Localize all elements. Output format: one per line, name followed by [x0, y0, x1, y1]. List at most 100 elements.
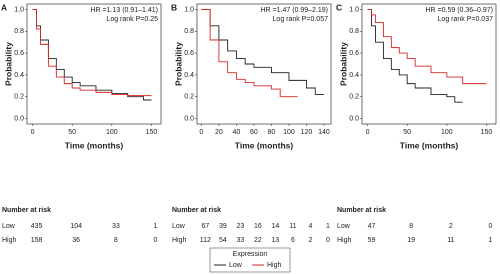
risk-count: 435 [31, 223, 43, 230]
legend-title: Expression [233, 251, 268, 258]
y-tick-label: 0.0 [184, 115, 194, 122]
risk-count: 54 [219, 237, 227, 244]
x-tick-label: 0 [366, 129, 370, 136]
y-tick-label: 0.4 [184, 72, 194, 79]
x-tick-label: 100 [283, 129, 295, 136]
risk-count: 22 [254, 237, 262, 244]
x-tick-label: 120 [301, 129, 313, 136]
risk-count: 8 [114, 237, 118, 244]
x-tick-label: 100 [441, 129, 453, 136]
annotation: HR =1.13 (0.91–1.41) [90, 7, 158, 14]
risk-count: 16 [254, 223, 262, 230]
survival-curve [367, 9, 487, 85]
x-tick-label: 80 [268, 129, 276, 136]
y-tick-label: 0.2 [349, 94, 359, 101]
x-axis-label: Time (months) [65, 140, 124, 150]
risk-count: 67 [201, 223, 209, 230]
panel-label: C [336, 2, 342, 12]
x-tick-label: 50 [403, 129, 411, 136]
risk-table-title: Number at risk [2, 207, 51, 214]
x-tick-label: 100 [106, 129, 118, 136]
x-tick-label: 140 [318, 129, 330, 136]
risk-count: 104 [70, 223, 82, 230]
x-axis-label: Time (months) [400, 140, 459, 150]
risk-count: 0 [154, 237, 158, 244]
risk-count: 4 [309, 223, 313, 230]
y-tick-label: 0.0 [349, 115, 359, 122]
risk-count: 11 [447, 237, 454, 244]
y-tick-label: 0.0 [14, 115, 24, 122]
y-tick-label: 0.4 [349, 72, 359, 79]
y-tick-label: 0.6 [14, 50, 24, 57]
risk-count: 39 [219, 223, 227, 230]
y-tick-label: 0.6 [184, 50, 194, 57]
risk-count: 0 [489, 223, 493, 230]
risk-count: 1 [154, 223, 158, 230]
y-tick-label: 0.4 [14, 72, 24, 79]
risk-row-name: Low [172, 223, 186, 230]
y-axis-label: Probability [3, 42, 13, 86]
risk-row-name: High [172, 237, 187, 244]
risk-row-name: High [2, 237, 17, 244]
risk-count: 23 [237, 223, 245, 230]
survival-curve [367, 9, 463, 103]
risk-row-name: Low [337, 223, 351, 230]
risk-count: 6 [291, 237, 295, 244]
risk-count: 1 [489, 237, 493, 244]
risk-count: 2 [309, 237, 313, 244]
risk-count: 33 [237, 237, 245, 244]
risk-count: 19 [407, 237, 415, 244]
plot-frame [361, 3, 497, 125]
risk-count: 8 [409, 223, 413, 230]
y-axis-label: Probability [173, 42, 183, 86]
legend-box [209, 247, 291, 273]
x-tick-label: 0 [31, 129, 35, 136]
risk-count: 13 [272, 237, 280, 244]
y-tick-label: 0.8 [349, 28, 359, 35]
y-tick-label: 0.2 [14, 94, 24, 101]
risk-count: 112 [200, 237, 211, 244]
survival-curve [201, 9, 298, 98]
survival-curve [201, 9, 324, 95]
risk-count: 2 [449, 223, 453, 230]
panel-label: A [1, 2, 7, 12]
risk-count: 59 [368, 237, 376, 244]
risk-count: 0 [326, 237, 330, 244]
risk-row-name: High [337, 237, 352, 244]
x-tick-label: 50 [68, 129, 76, 136]
annotation: Log rank P=0.057 [273, 16, 329, 23]
risk-count: 36 [72, 237, 80, 244]
legend-label: Low [229, 262, 243, 269]
y-axis-label: Probability [338, 42, 348, 86]
y-tick-label: 1.0 [184, 6, 194, 13]
risk-table-title: Number at risk [172, 207, 221, 214]
x-tick-label: 0 [199, 129, 203, 136]
x-tick-label: 150 [146, 129, 158, 136]
y-tick-label: 0.2 [184, 94, 194, 101]
annotation: HR =0.59 (0.36–0.97) [425, 7, 493, 14]
x-axis-label: Time (months) [235, 140, 294, 150]
annotation: Log rank P=0.25 [106, 16, 158, 23]
survival-curve [32, 9, 152, 101]
y-tick-label: 1.0 [14, 6, 24, 13]
risk-count: 11 [289, 223, 296, 230]
legend-label: High [267, 262, 282, 269]
legend: Expression Low High [209, 247, 291, 273]
risk-count: 33 [112, 223, 120, 230]
risk-count: 14 [272, 223, 280, 230]
plot-frame [26, 3, 162, 125]
risk-row-name: Low [2, 223, 16, 230]
y-tick-label: 0.6 [349, 50, 359, 57]
survival-curve [32, 9, 152, 97]
x-tick-label: 40 [233, 129, 241, 136]
x-tick-label: 60 [250, 129, 258, 136]
x-tick-label: 20 [215, 129, 223, 136]
y-tick-label: 0.8 [14, 28, 24, 35]
x-tick-label: 150 [481, 129, 493, 136]
risk-count: 47 [368, 223, 376, 230]
risk-count: 158 [31, 237, 43, 244]
plot-frame [196, 3, 332, 125]
y-tick-label: 0.8 [184, 28, 194, 35]
risk-count: 1 [326, 223, 330, 230]
risk-table-title: Number at risk [337, 207, 386, 214]
